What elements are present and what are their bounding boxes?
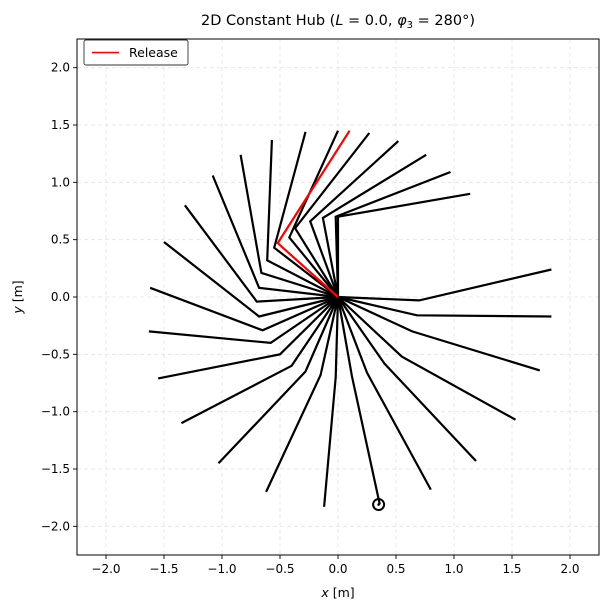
tip-marker [372, 498, 386, 512]
y-tick-label: 2.0 [51, 61, 70, 75]
arm-line [321, 153, 427, 298]
arm-line [148, 296, 339, 345]
y-tick-label: 1.0 [51, 175, 70, 189]
arm-line [337, 296, 477, 462]
markers [372, 498, 386, 512]
x-ticks: −2.0 −1.5 −1.0 −0.5 0.0 0.5 1.0 1.5 2.0 [91, 555, 580, 576]
tip-marker-dot [377, 503, 380, 506]
x-tick-label: 1.0 [444, 562, 463, 576]
x-axis-label: x [m] [320, 585, 354, 600]
arm-line [337, 268, 552, 302]
arm-line [272, 131, 339, 298]
x-tick-label: 0.0 [328, 562, 347, 576]
arm-line [239, 154, 339, 299]
arm-line [180, 296, 339, 425]
arm-line [323, 296, 340, 507]
arm-line [217, 296, 340, 465]
arm-line [336, 296, 432, 491]
arm-line [337, 295, 552, 318]
y-tick-label: −2.0 [41, 519, 70, 533]
x-tick-label: 2.0 [560, 562, 579, 576]
arm-line [308, 140, 400, 298]
release-arm [276, 130, 351, 298]
arm-line [184, 204, 339, 303]
release-line [276, 130, 351, 298]
y-tick-label: −1.0 [41, 405, 70, 419]
arm-line [265, 296, 340, 493]
x-tick-label: −1.5 [149, 562, 178, 576]
arm-line [266, 139, 339, 298]
arm-line [336, 296, 381, 505]
x-tick-label: 0.5 [386, 562, 405, 576]
chart-title: 2D Constant Hub (L = 0.0, φ3 = 280°) [201, 13, 475, 31]
arm-line [211, 175, 339, 299]
y-tick-label: −1.5 [41, 462, 70, 476]
plot-area [76, 38, 600, 556]
arm-line [337, 296, 517, 421]
arm-line [149, 286, 339, 332]
arm-line [293, 132, 371, 298]
x-tick-label: −1.0 [207, 562, 236, 576]
y-ticks: −2.0 −1.5 −1.0 −0.5 0.0 0.5 1.0 1.5 2.0 [41, 61, 77, 533]
pendulum-arms [148, 130, 552, 507]
y-tick-label: 0.5 [51, 233, 70, 247]
y-tick-label: 1.5 [51, 118, 70, 132]
y-tick-label: −0.5 [41, 347, 70, 361]
y-axis-label: y [m] [10, 280, 25, 314]
x-tick-label: −0.5 [265, 562, 294, 576]
arm-line [163, 241, 339, 318]
y-tick-label: 0.0 [51, 290, 70, 304]
arm-line [336, 192, 471, 297]
legend: Release [83, 39, 189, 66]
arm-line [288, 130, 340, 298]
legend-release-label: Release [129, 45, 178, 60]
legend-box [83, 39, 189, 66]
x-tick-label: −2.0 [91, 562, 120, 576]
x-tick-label: 1.5 [502, 562, 521, 576]
arm-line [337, 296, 541, 372]
arm-line [157, 296, 339, 380]
